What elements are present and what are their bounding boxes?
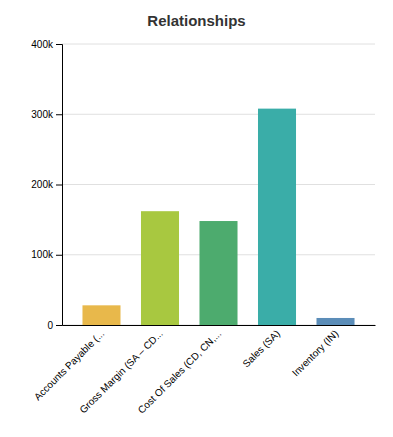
axis-line (56, 45, 63, 326)
tick: 200k (31, 179, 62, 190)
bar (199, 221, 237, 325)
tick: 400k (31, 39, 62, 50)
tick-mark (56, 255, 62, 256)
tick-label: 300k (31, 109, 54, 120)
tick-label: 400k (31, 39, 54, 50)
grid-line (62, 44, 375, 45)
axis-line (63, 325, 376, 326)
tick-label: Sales (SA) (240, 328, 282, 370)
grid-line (62, 184, 375, 185)
tick-label: Inventory (IN) (290, 328, 341, 379)
bars (82, 109, 354, 325)
tick: 300k (31, 109, 62, 120)
bar (82, 305, 120, 325)
y-axis: 0 100k 200k 300k 400k (31, 39, 62, 331)
tick-label: 0 (47, 320, 53, 331)
bar (316, 318, 354, 325)
chart: Relationships 0 100k 200k 300k 400k Accounts P… (0, 0, 393, 437)
tick: Inventory (IN) (290, 328, 341, 379)
tick-label: 200k (31, 179, 54, 190)
title: Relationships (147, 12, 245, 29)
bar (258, 109, 296, 325)
tick-mark (56, 325, 62, 326)
tick-label: 100k (31, 249, 54, 260)
tick: 0 (47, 320, 62, 331)
grid-line (62, 114, 375, 115)
tick-mark (56, 44, 62, 45)
grid (62, 44, 375, 325)
tick: Cost Of Sales (CD, CN,... (136, 328, 224, 416)
tick-mark (56, 114, 62, 115)
tick-label: Cost Of Sales (CD, CN,... (136, 328, 224, 416)
tick-mark (56, 185, 62, 186)
x-axis: Accounts Payable (...Gross Margin (SA – … (32, 326, 376, 416)
tick: Sales (SA) (240, 328, 282, 370)
plot: 0 100k 200k 300k 400k Accounts Payable (...Gr… (31, 39, 375, 416)
tick: 100k (31, 249, 62, 260)
bar (141, 211, 179, 325)
